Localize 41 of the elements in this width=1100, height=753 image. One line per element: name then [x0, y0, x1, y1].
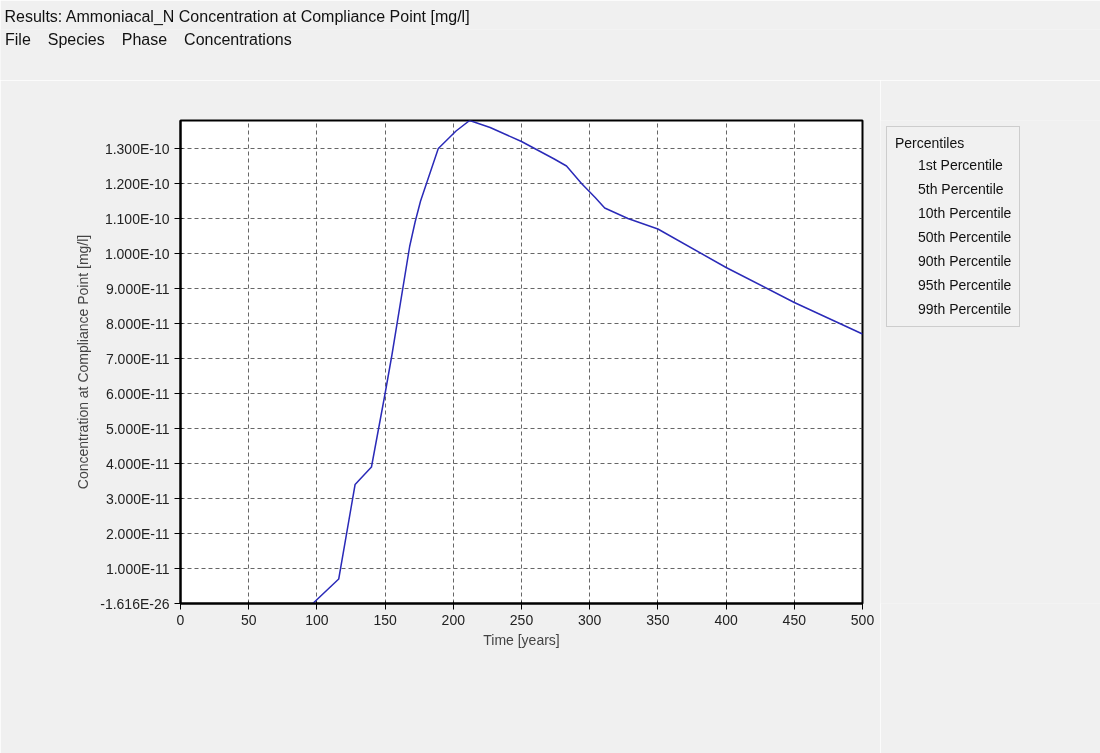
y-tick-label: 5.000E-11 [105, 420, 170, 437]
y-tick-label: 7.000E-11 [105, 350, 170, 367]
y-tick-label: 4.000E-11 [105, 455, 170, 472]
text: 50th Percentile [918, 229, 1012, 245]
text: 95th Percentile [918, 277, 1012, 293]
text: 10th Percentile [918, 205, 1012, 221]
x-tick-label: 0 [176, 611, 185, 628]
x-tick-label: 400 [714, 611, 738, 628]
x-axis-title: Time [years] [483, 631, 560, 648]
y-tick-label: 8.000E-11 [105, 315, 170, 332]
text: 99th Percentile [918, 301, 1012, 317]
y-tick-label: 3.000E-11 [105, 490, 170, 507]
y-tick-label: 1.300E-10 [104, 140, 170, 157]
text: 90th Percentile [918, 253, 1012, 269]
y-tick-label: 9.000E-11 [105, 280, 170, 297]
text: 5th Percentile [918, 181, 1004, 197]
text: 1st Percentile [918, 157, 1003, 173]
text: Species [47, 31, 105, 49]
x-tick-label: 200 [441, 611, 466, 628]
x-tick-label: 250 [509, 611, 534, 628]
chart-title: Results: Ammoniacal_N Concentration at Compliance Point [mg/l] [4, 7, 470, 26]
x-tick-label: 300 [578, 611, 602, 628]
x-tick-label: 150 [373, 611, 397, 628]
text: Phase [121, 31, 168, 49]
y-tick-label: 1.200E-10 [104, 175, 170, 192]
text: Concentrations [184, 31, 292, 49]
text: File [5, 31, 31, 49]
y-tick-label: 6.000E-11 [105, 385, 170, 402]
line-series [312, 120, 863, 604]
y-tick-label: 1.000E-11 [105, 560, 170, 577]
x-tick-label: 500 [850, 611, 875, 628]
y-tick-label: 2.000E-11 [105, 525, 170, 542]
x-tick-label: 100 [305, 611, 329, 628]
y-tick-label: 1.100E-10 [104, 210, 170, 227]
x-tick-label: 450 [782, 611, 807, 628]
x-tick-label: 50 [240, 611, 257, 628]
legend-title: Percentiles [895, 135, 966, 151]
y-axis-title: Concentration at Compliance Point [mg/l] [75, 234, 92, 490]
y-tick-label: -1.616E-26 [100, 595, 170, 612]
x-tick-label: 350 [646, 611, 670, 628]
y-tick-label: 1.000E-10 [104, 245, 170, 262]
